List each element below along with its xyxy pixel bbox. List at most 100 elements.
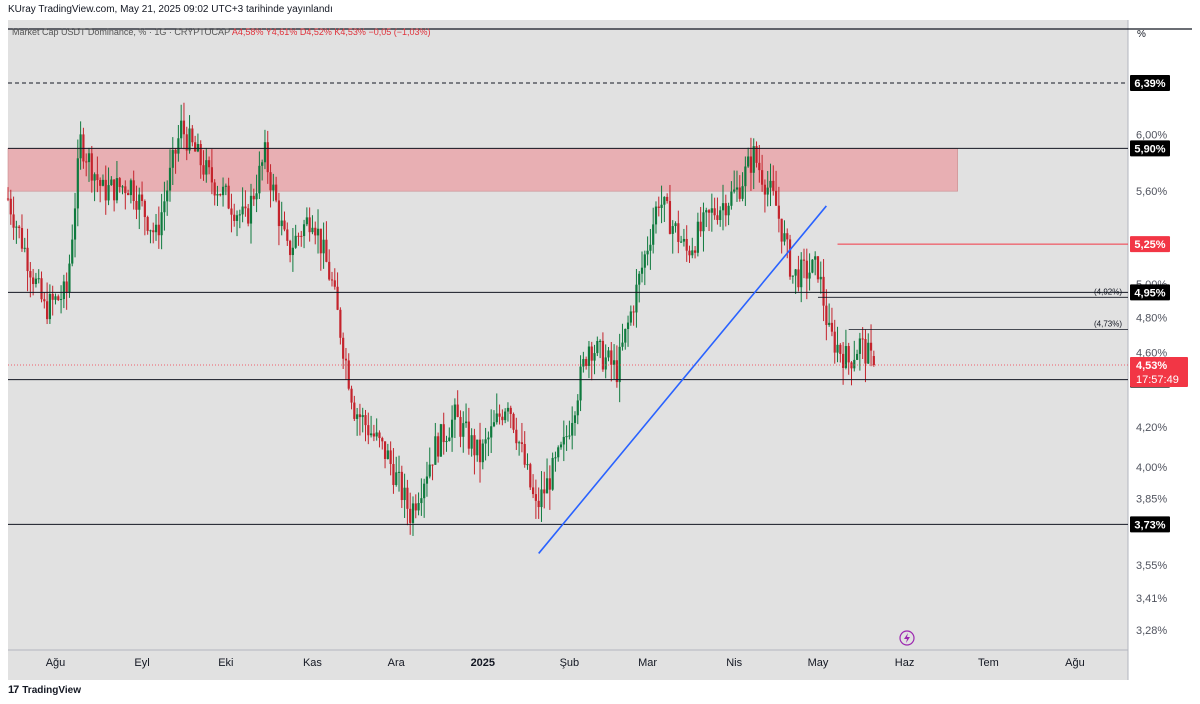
candle-body <box>400 471 403 501</box>
candle-body <box>409 508 412 523</box>
candle-body <box>487 437 490 440</box>
candle-body <box>93 174 96 181</box>
candle-body <box>853 359 856 369</box>
candle-body <box>780 218 783 242</box>
candle-body <box>685 238 688 251</box>
price-scale-unit[interactable]: % <box>1137 29 1146 40</box>
candle-body <box>554 457 557 459</box>
candle-body <box>448 437 451 441</box>
level-label: 4,95% <box>1134 287 1165 299</box>
time-tick-label: Eki <box>218 657 233 669</box>
candle-body <box>305 217 308 225</box>
candle-body <box>515 429 518 444</box>
candle-body <box>54 296 57 300</box>
lightning-icon[interactable] <box>899 630 915 646</box>
candle-body <box>369 433 373 436</box>
resistance-zone <box>7 148 958 192</box>
candle-body <box>557 447 560 458</box>
candle-body <box>297 235 300 237</box>
candle-body <box>275 184 278 201</box>
candle-body <box>425 476 429 484</box>
candle-body <box>395 472 398 485</box>
candle-body <box>216 194 219 196</box>
time-tick-label: Mar <box>638 657 657 669</box>
candle-body <box>202 165 205 175</box>
candle-body <box>604 357 607 370</box>
price-tick-label: 3,85% <box>1136 493 1167 505</box>
candle-body <box>657 206 660 208</box>
candle-body <box>495 413 498 423</box>
candle-body <box>607 350 610 358</box>
candle-body <box>719 210 722 220</box>
candle-body <box>316 228 320 236</box>
candle-body <box>808 272 811 279</box>
candle-body <box>543 489 546 494</box>
candle-body <box>20 228 24 249</box>
legend-symbol: Market Cap USDT Dominance, % · 1G · CRYP… <box>12 27 230 37</box>
candle-body <box>431 464 434 466</box>
candle-body <box>166 190 169 202</box>
candle-body <box>168 167 172 191</box>
candle-body <box>288 240 292 256</box>
price-tick-label: 3,28% <box>1136 625 1167 637</box>
candle-body <box>663 196 666 205</box>
candle-body <box>417 503 420 511</box>
candle-body <box>434 436 437 465</box>
candle-body <box>199 144 202 166</box>
candle-body <box>707 210 711 213</box>
candle-body <box>238 214 241 216</box>
candle-body <box>867 342 870 364</box>
candle-body <box>596 340 599 354</box>
candle-body <box>138 194 141 210</box>
candle-body <box>252 195 255 200</box>
candle-body <box>143 200 146 218</box>
candle-body <box>693 250 697 253</box>
candle-body <box>470 435 473 449</box>
price-tick-label: 3,55% <box>1136 560 1167 572</box>
candle-body <box>174 150 177 154</box>
candle-body <box>855 353 859 360</box>
footer-brand[interactable]: 17 TradingView <box>8 684 81 696</box>
brand-name: TradingView <box>22 684 81 696</box>
candle-body <box>213 182 216 196</box>
candle-body <box>565 436 568 438</box>
candle-body <box>571 422 574 436</box>
candle-body <box>99 179 102 186</box>
candle-body <box>375 432 378 437</box>
candle-body <box>386 450 389 459</box>
candle-body <box>833 331 836 353</box>
candle-body <box>392 464 395 485</box>
level-label: 3,73% <box>1134 519 1165 531</box>
candle-body <box>389 450 392 465</box>
candle-body <box>747 156 750 167</box>
candle-body <box>439 424 443 457</box>
time-tick-label: 2025 <box>471 657 495 669</box>
candle-body <box>456 404 459 417</box>
candle-body <box>333 280 336 287</box>
candle-body <box>154 224 158 233</box>
candle-body <box>794 269 797 276</box>
publish-info: KUray TradingView.com, May 21, 2025 09:0… <box>8 4 333 15</box>
candle-body <box>540 489 543 508</box>
candle-body <box>328 261 331 280</box>
candle-body <box>674 223 677 227</box>
candle-body <box>291 247 294 256</box>
candle-body <box>811 259 814 273</box>
candle-body <box>755 146 758 163</box>
candle-body <box>314 227 317 236</box>
candle-body <box>643 254 646 268</box>
candle-body <box>839 344 842 354</box>
current-price-label: 4,53% <box>1136 360 1167 372</box>
level-label-box <box>1130 236 1170 253</box>
candle-body <box>32 277 35 285</box>
candle-body <box>325 239 328 262</box>
candle-body <box>194 142 197 152</box>
candle-body <box>300 235 303 237</box>
candle-body <box>766 187 769 195</box>
candle-body <box>727 205 730 216</box>
candle-body <box>545 478 549 494</box>
candle-body <box>241 206 244 215</box>
candle-body <box>9 198 12 215</box>
candle-body <box>160 212 163 236</box>
